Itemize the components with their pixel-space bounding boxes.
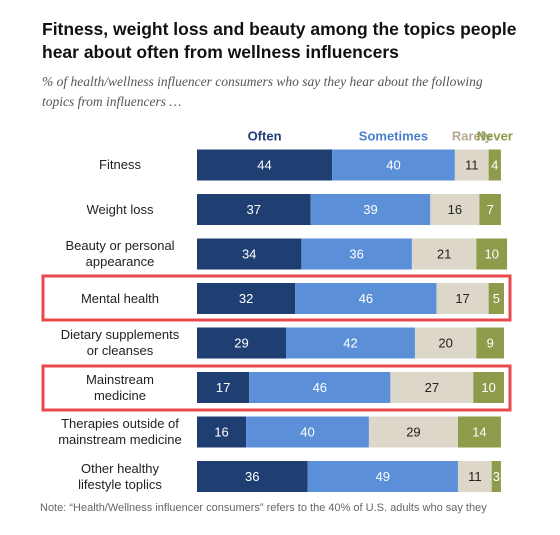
value-label: 20 — [438, 335, 452, 350]
category-label: Therapies outside of mainstream medicine — [58, 416, 182, 447]
bar-segment — [414, 327, 477, 359]
value-label: 10 — [481, 380, 495, 395]
value-label: 16 — [214, 424, 228, 439]
bar-segment — [430, 194, 480, 225]
value-label: 34 — [242, 246, 256, 261]
legend-label: Sometimes — [359, 128, 428, 143]
bar-segment — [197, 416, 247, 448]
value-label: 46 — [359, 291, 373, 306]
bar-segment — [476, 327, 504, 359]
bar-segment — [307, 461, 458, 492]
bar-segment — [457, 461, 492, 492]
bar-segment — [488, 283, 504, 314]
bar-segment — [488, 149, 501, 181]
category-label: Beauty or personal appearance — [65, 238, 175, 269]
value-label: 3 — [493, 469, 500, 484]
bar-segment — [197, 372, 250, 403]
bar-segment — [368, 416, 458, 448]
category-label: Mental health — [80, 290, 160, 306]
value-label: 7 — [487, 202, 494, 217]
value-label: 27 — [425, 380, 439, 395]
category-label: Mainstream medicine — [86, 371, 154, 403]
highlight-box — [41, 274, 512, 322]
value-label: 11 — [468, 469, 482, 484]
value-label: 5 — [493, 291, 500, 306]
value-label: 36 — [245, 469, 259, 484]
value-label: 9 — [487, 335, 494, 350]
value-label: 32 — [239, 291, 253, 306]
bar-segment — [197, 149, 333, 181]
bar-segment — [295, 283, 437, 314]
bar-segment — [473, 372, 504, 403]
value-label: 29 — [234, 335, 248, 350]
note: Note: “Health/Wellness influencer consum… — [40, 502, 487, 514]
legend-label: Rarely — [452, 128, 493, 143]
highlight-box — [41, 364, 512, 412]
category-label: Other healthy lifestyle toplics — [78, 460, 162, 492]
bar-segment — [491, 461, 501, 492]
bar-segment — [197, 238, 302, 270]
bar-segment — [436, 283, 489, 314]
bar-segment — [286, 327, 415, 359]
value-label: 37 — [247, 202, 261, 217]
bar-segment — [479, 194, 501, 225]
bar-segment — [310, 194, 431, 225]
value-label: 39 — [363, 202, 377, 217]
bar-segment — [411, 238, 477, 270]
value-label: 17 — [455, 291, 469, 306]
value-label: 46 — [313, 380, 327, 395]
value-label: 10 — [484, 246, 498, 261]
bar-segment — [301, 238, 412, 270]
chart-title: Fitness, weight loss and beauty among th… — [42, 19, 517, 62]
value-label: 44 — [257, 157, 271, 172]
bar-segment — [197, 461, 308, 492]
value-label: 40 — [300, 424, 314, 439]
value-label: 21 — [437, 246, 451, 261]
bar-segment — [476, 238, 508, 270]
category-label: Fitness — [99, 157, 141, 172]
bar-segment — [197, 327, 287, 359]
value-label: 16 — [448, 202, 462, 217]
value-label: 17 — [216, 380, 230, 395]
value-label: 11 — [465, 157, 479, 172]
legend-label: Often — [248, 128, 282, 143]
category-label: Weight loss — [86, 201, 154, 217]
category-label: Dietary supplements or cleanses — [60, 327, 180, 358]
bar-segment — [197, 194, 311, 225]
value-label: 29 — [406, 424, 420, 439]
value-label: 14 — [472, 424, 486, 439]
value-label: 40 — [386, 157, 400, 172]
value-label: 49 — [376, 469, 390, 484]
legend-label: Never — [477, 128, 513, 143]
value-label: 4 — [491, 157, 498, 172]
chart-subtitle: % of health/wellness influencer consumer… — [42, 74, 483, 109]
bar-segment — [197, 283, 296, 314]
value-label: 42 — [343, 335, 357, 350]
bar-segment — [332, 149, 455, 181]
bar-segment — [457, 416, 501, 448]
bar-segment — [454, 149, 489, 181]
bar-segment — [249, 372, 391, 403]
bar-segment — [246, 416, 369, 448]
bar-segment — [390, 372, 474, 403]
value-label: 36 — [349, 246, 363, 261]
